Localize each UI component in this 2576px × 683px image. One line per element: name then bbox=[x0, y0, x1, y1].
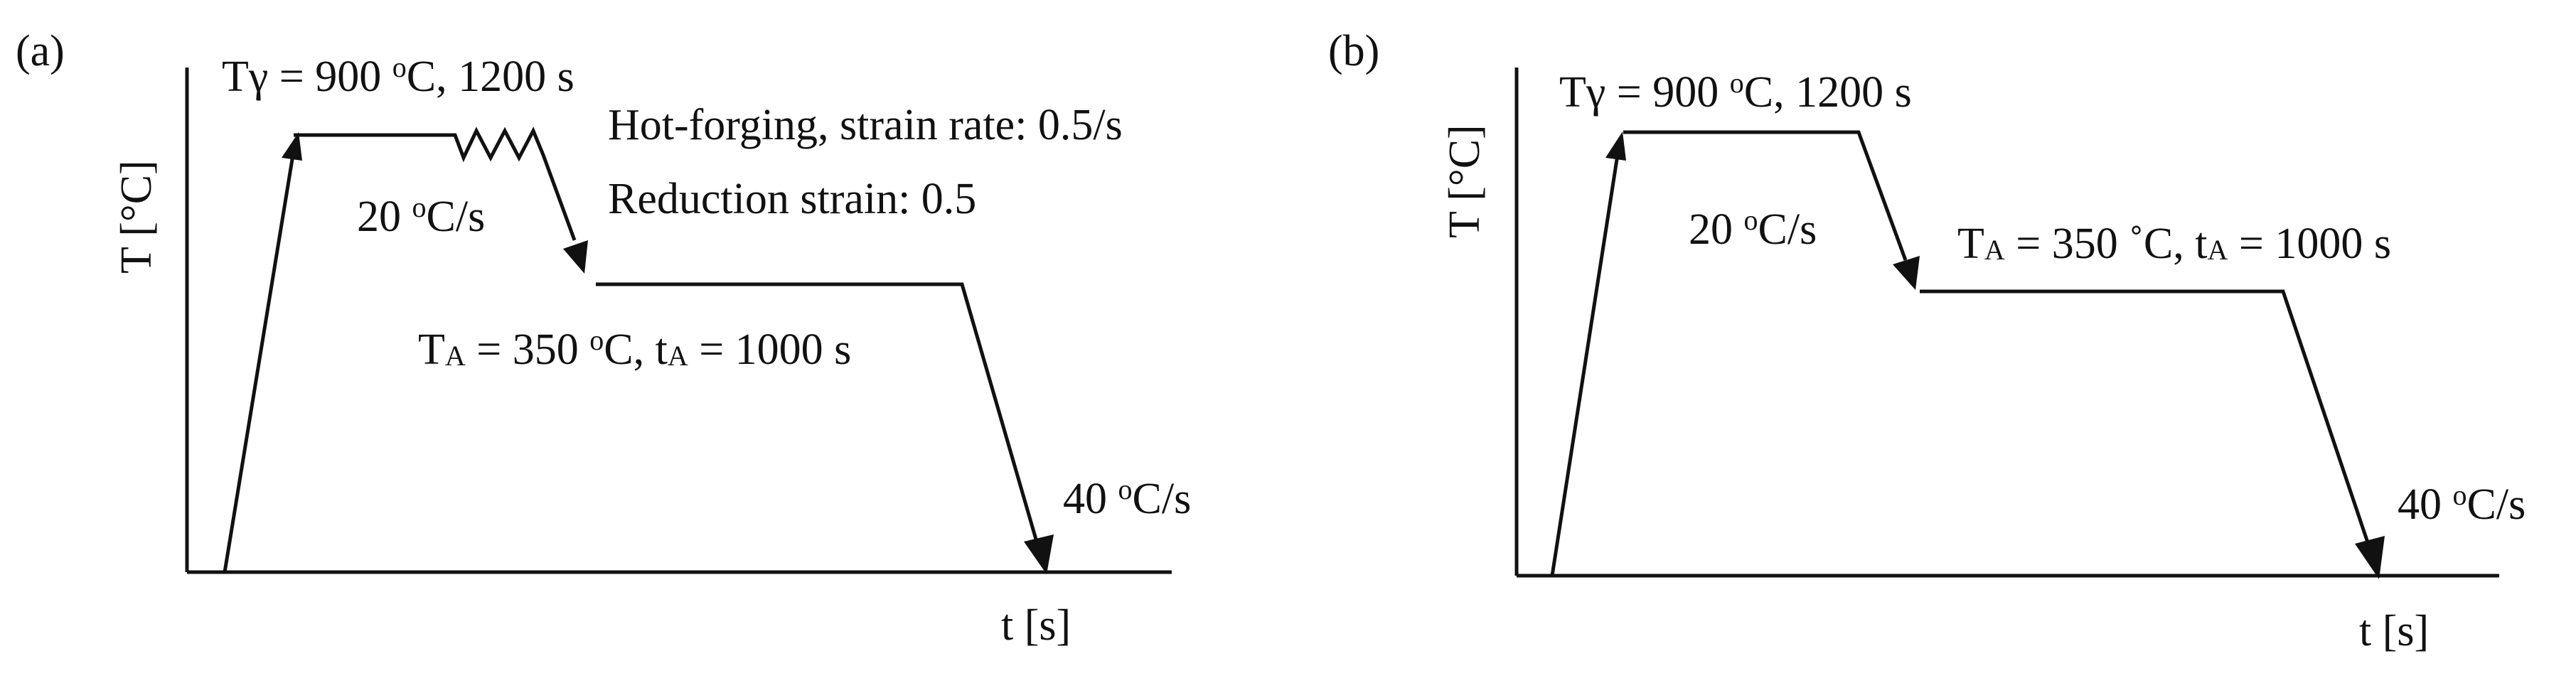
panel-a-label: (a) bbox=[16, 27, 65, 75]
panel-a: (a) Tγ = 900 oC, 1200 s Hot-forging, str… bbox=[16, 27, 1191, 650]
panel-b-y-axis-label: T [°C] bbox=[1441, 124, 1489, 238]
panel-b-x-axis-label: t [s] bbox=[2359, 607, 2429, 655]
panel-a-cooling-rate-2-label: 40 oC/s bbox=[1063, 473, 1191, 523]
panel-b-cooling-rate-1-label: 20 oC/s bbox=[1689, 204, 1817, 254]
panel-b-heating-arrowhead bbox=[1605, 131, 1626, 161]
panel-b: (b) Tγ = 900 oC, 1200 s 20 oC/s TA = 350… bbox=[1328, 27, 2526, 655]
panel-b-cooling-rate-2-label: 40 oC/s bbox=[2398, 479, 2526, 529]
panel-a-austemper-final-cooling-path bbox=[596, 282, 1042, 552]
panel-a-heating-arrowhead bbox=[282, 132, 302, 161]
panel-a-final-cooling-arrowhead bbox=[1024, 534, 1054, 574]
panel-a-forging-rate-label: Hot-forging, strain rate: 0.5/s bbox=[608, 101, 1123, 149]
panel-a-austenitize-label: Tγ = 900 oC, 1200 s bbox=[222, 51, 574, 101]
panel-b-final-cooling-arrowhead bbox=[2355, 536, 2385, 579]
panel-a-hold-forging-cooling-path bbox=[294, 127, 577, 241]
panel-a-y-axis-label: T [°C] bbox=[112, 160, 161, 274]
panel-a-reduction-strain-label: Reduction strain: 0.5 bbox=[608, 175, 976, 223]
panel-a-heating-segment bbox=[223, 154, 295, 573]
panel-b-austemper-label: TA = 350 ˚C, tA = 1000 s bbox=[1957, 220, 2391, 268]
panel-a-cooling-rate-1-label: 20 oC/s bbox=[357, 191, 485, 241]
panel-a-austemper-label: TA = 350 oC, tA = 1000 s bbox=[418, 324, 851, 374]
panel-b-hold-cooling-path bbox=[1623, 130, 1908, 261]
panel-b-austenitize-label: Tγ = 900 oC, 1200 s bbox=[1559, 67, 1912, 117]
panel-b-austemper-final-cooling-path bbox=[1920, 289, 2373, 554]
panel-b-label: (b) bbox=[1328, 27, 1379, 75]
panel-b-heating-segment bbox=[1550, 154, 1620, 576]
panel-a-cooling-arrowhead bbox=[563, 240, 588, 274]
panel-a-x-axis-label: t [s] bbox=[1001, 601, 1071, 650]
panel-b-cooling-arrowhead bbox=[1893, 256, 1920, 290]
